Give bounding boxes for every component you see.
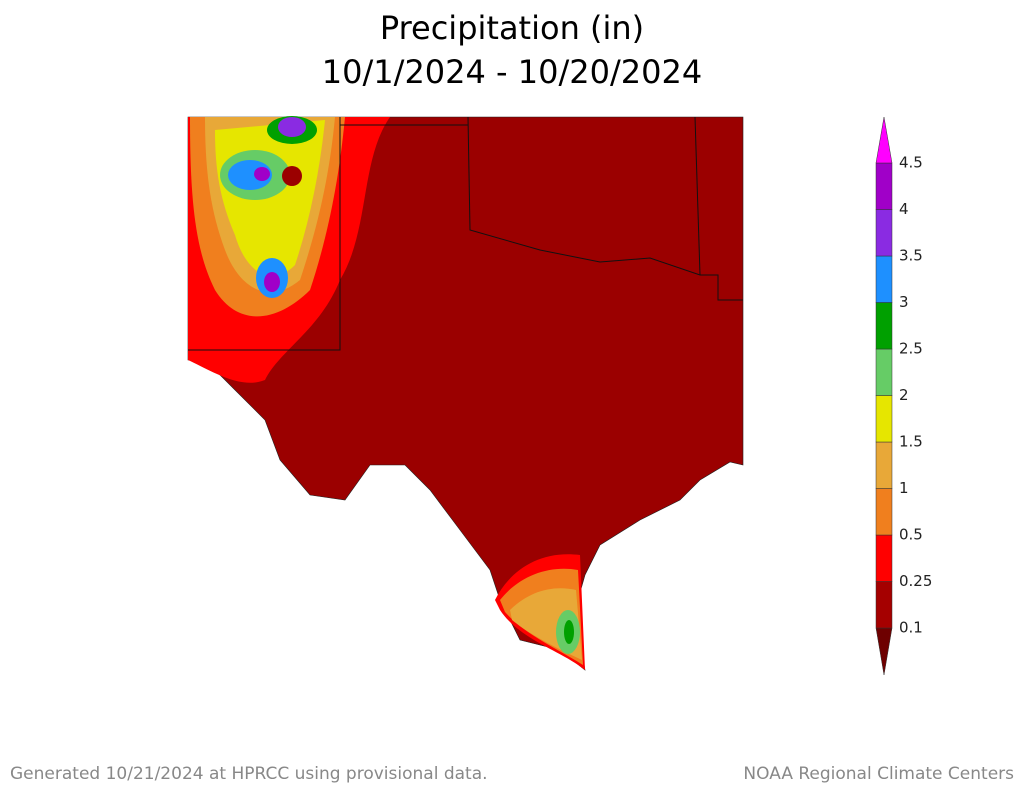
legend-label: 1.5 <box>899 433 923 451</box>
title: Precipitation (in) <box>380 9 644 47</box>
state-line <box>467 116 743 301</box>
footer-left: Generated 10/21/2024 at HPRCC using prov… <box>10 764 488 784</box>
subtitle: 10/1/2024 - 10/20/2024 <box>322 53 702 91</box>
legend-swatch <box>875 162 893 210</box>
legend-swatch <box>875 441 893 489</box>
legend-swatch <box>875 395 893 443</box>
precip-south-darkgreen <box>564 620 574 644</box>
legend-label: 4.5 <box>899 154 923 172</box>
legend-swatch <box>875 302 893 350</box>
precip-purple <box>254 167 270 181</box>
state-line <box>694 116 701 276</box>
legend-swatch <box>875 348 893 396</box>
precip-purple <box>264 272 280 292</box>
legend-label: 3.5 <box>899 247 923 265</box>
map <box>187 116 744 671</box>
legend-swatch <box>875 534 893 582</box>
legend-label: 4 <box>899 200 909 218</box>
legend-arrow <box>875 116 893 164</box>
footer-right: NOAA Regional Climate Centers <box>743 764 1014 784</box>
legend-swatch <box>875 255 893 303</box>
precip-dark <box>282 166 302 186</box>
legend: 0.1 0.25 0.5 1 1.5 2 2.5 3 3.5 4 4.5 <box>875 116 932 676</box>
precip-purple <box>278 117 306 137</box>
state-line <box>188 117 341 351</box>
legend-label: 2.5 <box>899 340 923 358</box>
legend-label: 0.5 <box>899 526 923 544</box>
legend-arrow <box>875 627 893 676</box>
legend-swatch <box>875 488 893 536</box>
legend-label: 1 <box>899 479 909 497</box>
legend-swatch <box>875 581 893 629</box>
legend-swatch <box>875 209 893 257</box>
legend-label: 0.25 <box>899 572 932 590</box>
legend-label: 3 <box>899 293 909 311</box>
legend-label: 2 <box>899 386 909 404</box>
legend-label: 0.1 <box>899 619 923 637</box>
